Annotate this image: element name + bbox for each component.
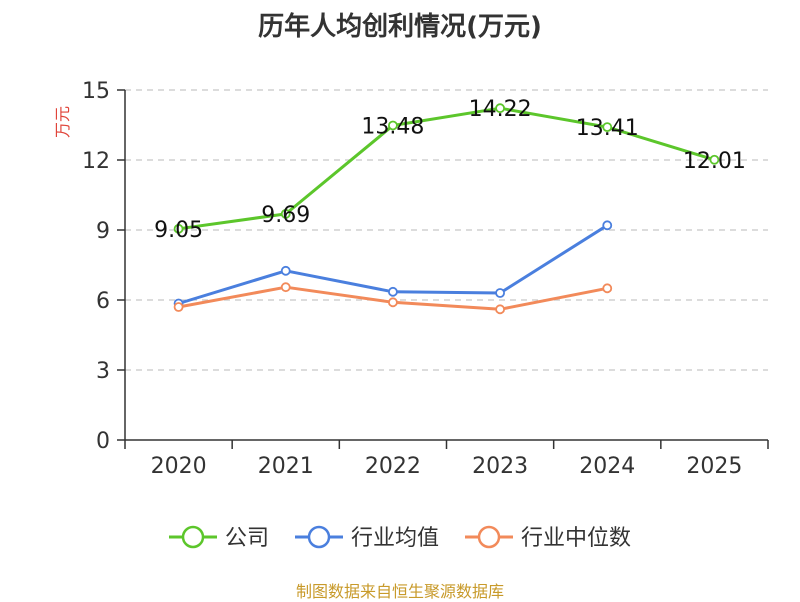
data-label: 13.48 <box>361 114 424 139</box>
legend-marker-icon <box>477 525 501 549</box>
x-tick-label: 2022 <box>365 454 421 479</box>
y-tick-label: 9 <box>96 219 110 244</box>
data-label: 9.69 <box>261 203 310 228</box>
x-tick-label: 2021 <box>258 454 314 479</box>
data-point <box>602 122 613 132</box>
y-axis-label: 万元 <box>53 106 72 138</box>
data-label: 13.41 <box>576 116 639 141</box>
data-point <box>495 288 505 298</box>
legend-marker-icon <box>181 525 205 549</box>
data-point <box>388 286 398 297</box>
data-point <box>280 282 291 293</box>
data-point <box>173 223 184 234</box>
grid-lines <box>125 89 768 371</box>
data-labels: 9.05 9.69 13.48 14.22 13.41 12.01 <box>154 97 746 243</box>
data-point <box>280 208 291 219</box>
data-label: 14.22 <box>469 97 532 122</box>
x-tick-label: 2024 <box>579 454 635 479</box>
data-point <box>602 283 613 294</box>
x-tick-label: 2020 <box>151 454 207 479</box>
data-point <box>495 103 505 114</box>
x-tick-label: 2025 <box>686 454 742 479</box>
y-tick-label: 15 <box>82 79 110 104</box>
legend-label: 行业均值 <box>351 526 439 551</box>
data-point <box>173 302 184 312</box>
data-point <box>602 220 613 231</box>
legend[interactable]: 公司 行业均值 行业中位数 <box>169 525 631 551</box>
data-point <box>709 154 720 165</box>
data-point <box>388 297 398 308</box>
series-line-0 <box>178 106 715 231</box>
series-lines <box>173 103 720 315</box>
legend-label: 公司 <box>225 526 269 551</box>
y-tick-label: 12 <box>82 149 110 174</box>
y-tick-label: 6 <box>96 289 110 314</box>
legend-item[interactable]: 公司 <box>169 525 269 551</box>
data-label: 9.05 <box>154 218 203 243</box>
data-point <box>495 304 505 315</box>
data-label: 12.01 <box>683 149 746 174</box>
legend-item[interactable]: 行业均值 <box>295 525 439 551</box>
y-tick-label: 0 <box>96 429 110 454</box>
x-tick-label: 2023 <box>472 454 528 479</box>
legend-item[interactable]: 行业中位数 <box>465 525 631 551</box>
data-point <box>280 265 291 276</box>
chart-title: 历年人均创利情况(万元) <box>258 12 542 42</box>
source-note: 制图数据来自恒生聚源数据库 <box>295 582 504 601</box>
legend-label: 行业中位数 <box>521 526 631 551</box>
y-tick-label: 3 <box>96 359 110 384</box>
data-point <box>388 120 398 131</box>
legend-marker-icon <box>307 525 331 549</box>
axes: 0 3 6 9 12 15 2020 2021 2022 2023 2024 2025 万元 <box>53 79 769 479</box>
